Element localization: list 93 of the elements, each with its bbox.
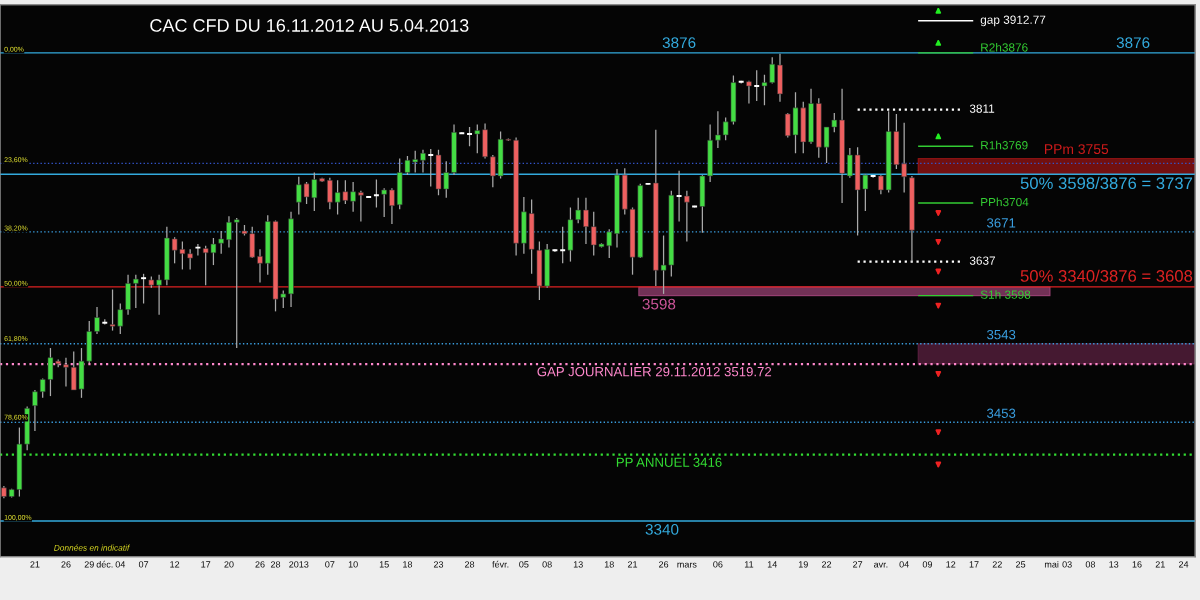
text: CAC CFD DU 16.11.2012 AU 5.04.2013 — [150, 19, 469, 32]
candlestick — [427, 148, 435, 188]
x-tick-label: 28 — [270, 561, 281, 568]
candlestick — [474, 123, 481, 154]
candlestick — [420, 149, 426, 174]
x-tick-label: 27 — [853, 561, 863, 568]
x-tick-label: 12 — [946, 561, 956, 568]
candlestick — [372, 178, 380, 209]
x-tick-label: 25 — [1016, 561, 1026, 568]
x-tick-label: 08 — [542, 561, 552, 568]
candlestick — [350, 181, 356, 213]
x-tick-label: 14 — [767, 561, 777, 568]
candlestick — [878, 174, 884, 195]
candlestick — [156, 274, 162, 316]
x-tick-label: avr. — [873, 562, 888, 568]
x-tick-label: 26 — [659, 561, 669, 568]
x-tick-label: mars — [677, 562, 697, 568]
candlestick — [226, 215, 232, 249]
x-tick-label: 13 — [1109, 561, 1119, 568]
candlestick — [94, 306, 100, 335]
x-tick-label: 07 — [138, 561, 149, 568]
ref-line-label: GAP JOURNALIER 29.11.2012 3519.72 — [537, 366, 772, 377]
candlestick — [140, 273, 148, 305]
candlestick — [583, 197, 589, 245]
x-tick-label: 18 — [403, 561, 413, 568]
ref-line-label: 3340 — [645, 524, 679, 535]
x-tick-label: 26 — [61, 561, 71, 568]
ref-line-label: 3453 — [987, 408, 1016, 418]
ref-line-label: 50% 3598/3876 = 3737 — [1020, 176, 1193, 190]
candlestick — [358, 190, 364, 223]
x-tick-label: 06 — [713, 561, 723, 568]
candlestick — [715, 110, 721, 149]
x-tick-label: 15 — [379, 561, 389, 568]
x-tick-label: 22 — [821, 561, 832, 568]
candlestick — [753, 69, 761, 102]
x-tick-label: 2013 — [289, 561, 309, 568]
ref-line-label: PPh3704 — [981, 197, 1029, 207]
x-tick-label: 17 — [201, 561, 211, 568]
x-tick-label: 21 — [30, 561, 40, 568]
ref-line-label: 3671 — [987, 218, 1016, 228]
x-tick-label: mai — [1044, 560, 1059, 568]
candlestick — [389, 187, 395, 225]
x-tick-label: 03 — [1062, 561, 1072, 568]
candlestick — [32, 389, 38, 432]
x-tick-label: 10 — [348, 561, 358, 568]
x-tick-label: 19 — [798, 561, 808, 568]
candlestick — [133, 274, 139, 309]
x-tick-label: 20 — [224, 561, 234, 568]
x-tick-label: 11 — [744, 561, 754, 568]
ref-line-label: R1h3769 — [981, 140, 1028, 150]
x-tick-label: 16 — [1132, 561, 1142, 568]
x-tick-label: 23 — [433, 561, 444, 568]
x-tick-label: déc. — [96, 560, 113, 568]
ref-line-label: gap 3912.77 — [980, 15, 1046, 27]
x-tick-label: 24 — [1178, 561, 1189, 568]
candlestick — [257, 248, 263, 284]
candlestick — [381, 187, 387, 218]
ref-line-label: 3543 — [987, 329, 1016, 340]
ref-line-label: PP ANNUEL 3416 — [616, 457, 722, 467]
candlestick — [194, 243, 202, 257]
ref-line-label: 3876 — [662, 37, 696, 49]
candlestick — [684, 190, 690, 243]
band-label: 3598 — [642, 298, 676, 310]
x-tick-label: 21 — [627, 561, 638, 568]
x-tick-label: 07 — [325, 561, 335, 568]
x-tick-label: 28 — [464, 561, 475, 568]
ref-line-label: 50% 3340/3876 = 3608 — [1020, 269, 1193, 282]
x-tick-label: 08 — [1085, 561, 1096, 568]
ref-line-label: 3811 — [969, 104, 995, 113]
annotation: Données en indicatif — [54, 544, 131, 551]
x-tick-label: 05 — [519, 561, 529, 568]
candlestick — [63, 357, 69, 388]
candlestick — [466, 126, 473, 147]
x-tick-label: 04 — [899, 561, 909, 568]
x-tick-label: 21 — [1155, 561, 1165, 568]
ref-line-label: R2h3876 — [981, 42, 1028, 52]
candlestick — [233, 217, 240, 349]
x-tick-label: 04 — [115, 561, 126, 568]
ref-line-label: S1h 3598 — [980, 290, 1031, 299]
candlestick — [559, 226, 567, 264]
x-tick-label: 17 — [969, 561, 979, 568]
x-tick-label: 09 — [922, 561, 933, 568]
text: 3876 — [1116, 37, 1150, 49]
band-label: PPm 3755 — [1045, 144, 1109, 155]
x-tick-label: 29 — [84, 561, 94, 568]
x-tick-label: 22 — [992, 561, 1002, 568]
x-tick-label: févr. — [492, 560, 509, 568]
x-tick-label: 13 — [573, 561, 583, 568]
x-tick-label: 12 — [170, 561, 180, 568]
ref-line-label: 3637 — [969, 256, 996, 265]
x-tick-label: 26 — [255, 561, 265, 568]
candlestick — [675, 170, 683, 223]
x-tick-label: 18 — [604, 561, 614, 568]
